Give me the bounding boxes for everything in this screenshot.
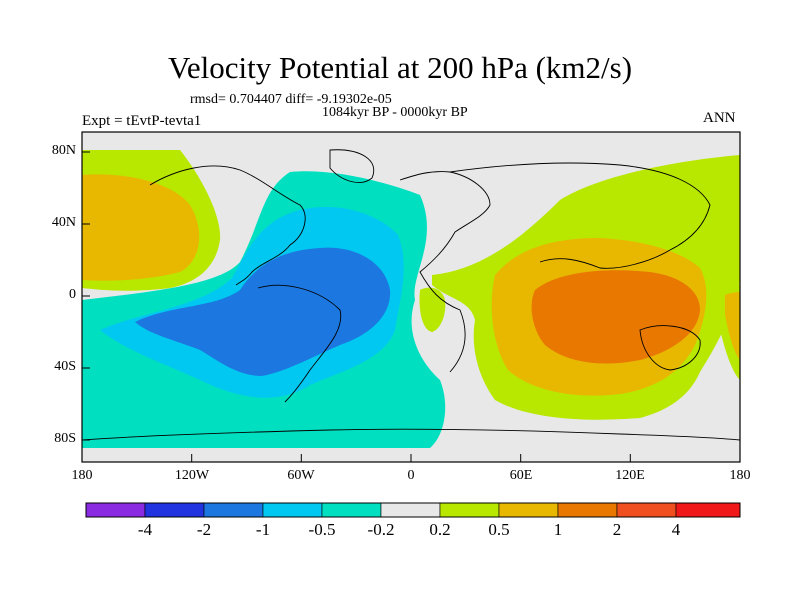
colorbar-label-2: -2 (196, 520, 212, 539)
y-label-0: 0 (69, 287, 76, 302)
x-label-180w: 180 (71, 468, 93, 483)
colorbar-label-7: 0.5 (488, 520, 510, 539)
coastline-south-america (257, 284, 342, 403)
positive-region-east-core (531, 270, 700, 364)
coastline-antarctica (82, 428, 740, 441)
y-label-40s: 40S (54, 359, 76, 374)
chart-title: Velocity Potential at 200 hPa (km2/s) (167, 50, 633, 85)
positive-region-west-africa (419, 287, 446, 332)
y-label-40n: 40N (51, 215, 76, 230)
colorbar-label-6: 0.2 (429, 520, 451, 539)
map-area (82, 132, 740, 462)
colorbar-swatch-8 (498, 502, 559, 518)
colorbar-swatch-4 (262, 502, 323, 518)
colorbar-swatch-9 (557, 502, 618, 518)
season-label: ANN (703, 110, 736, 126)
stats-line: rmsd= 0.704407 diff= -9.19302e-05 (190, 92, 392, 107)
colorbar-swatch-5 (321, 502, 382, 518)
coastlines (82, 149, 740, 441)
colorbar (85, 502, 741, 518)
colorbar-label-1: -4 (137, 520, 153, 539)
x-label-0: 0 (407, 468, 415, 483)
colorbar-label-9: 2 (612, 520, 622, 539)
y-label-80s: 80S (54, 431, 76, 446)
colorbar-label-8: 1 (553, 520, 563, 539)
x-label-120w: 120W (174, 468, 210, 483)
x-label-60e: 60E (509, 468, 533, 483)
x-label-180e: 180 (729, 468, 751, 483)
axis-ticks (81, 151, 741, 462)
coastline-greenland (329, 149, 375, 183)
experiment-label: Expt = tEvtP-tevta1 (82, 113, 202, 129)
colorbar-swatch-10 (616, 502, 677, 518)
colorbar-swatch-2 (144, 502, 205, 518)
colorbar-swatch-6 (380, 502, 441, 518)
period-label: 1084kyr BP - 0000kyr BP (322, 105, 468, 120)
colorbar-label-10: 4 (671, 520, 681, 539)
coastline-north-america (149, 165, 306, 286)
x-label-60w: 60W (287, 468, 315, 483)
coastline-asia (449, 162, 711, 269)
positive-region-north-pacific-inner (82, 174, 200, 281)
colorbar-swatch-3 (203, 502, 264, 518)
colorbar-swatch-11 (675, 502, 741, 518)
colorbar-label-5: -0.2 (367, 520, 395, 539)
colorbar-label-4: -0.5 (308, 520, 336, 539)
colorbar-swatch-7 (439, 502, 500, 518)
negative-region-blue (135, 247, 391, 376)
x-label-120e: 120E (615, 468, 645, 483)
y-label-80n: 80N (51, 143, 76, 158)
coastline-australia (639, 325, 701, 371)
colorbar-label-3: -1 (255, 520, 271, 539)
positive-region-dateline-inner (725, 292, 740, 360)
colorbar-frame (85, 502, 741, 518)
colorbar-swatch-1 (85, 502, 146, 518)
